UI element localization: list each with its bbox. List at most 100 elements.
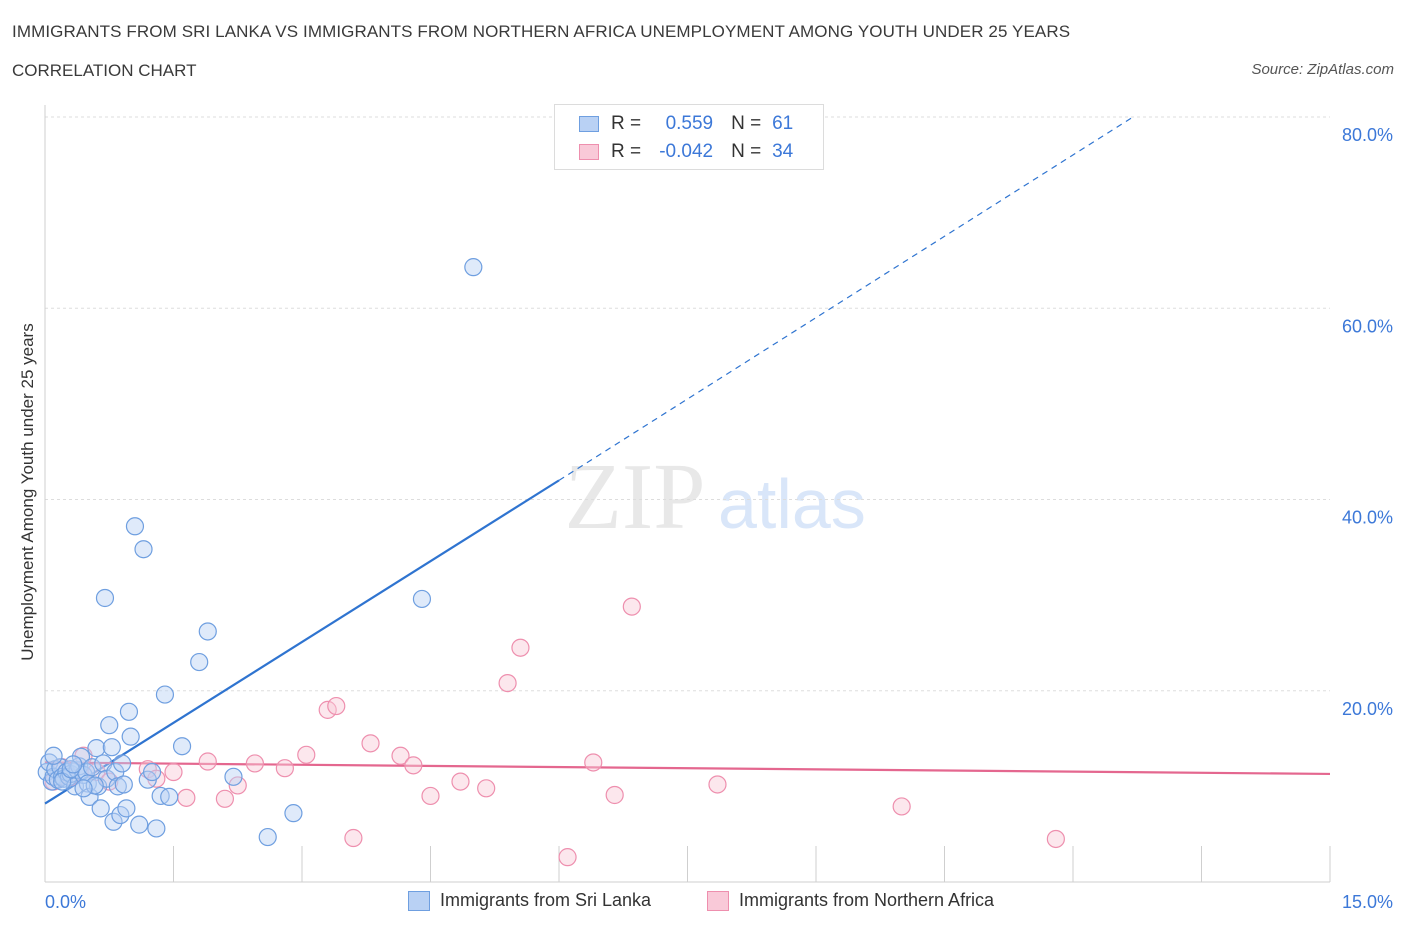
y-tick-label: 40.0%	[1342, 508, 1393, 528]
point-sri-lanka	[464, 258, 483, 277]
point-northern-africa	[215, 789, 234, 808]
point-sri-lanka	[125, 517, 145, 536]
y-tick-label: 80.0%	[1342, 125, 1393, 145]
bottom-legend-swatch-pink	[707, 890, 729, 911]
point-sri-lanka	[102, 738, 121, 757]
point-sri-lanka	[64, 755, 83, 774]
point-northern-africa	[327, 696, 346, 716]
point-northern-africa	[605, 785, 624, 805]
point-sri-lanka	[198, 622, 217, 641]
point-northern-africa	[584, 753, 603, 772]
trend-line-sri-lanka-extension	[558, 116, 1134, 481]
point-sri-lanka	[155, 685, 175, 704]
point-sri-lanka	[117, 799, 136, 818]
legend-row-northern-africa: R = -0.042 N = 34	[579, 140, 793, 164]
bottom-legend-label: Immigrants from Sri Lanka	[440, 890, 652, 910]
legend-n-value: 34	[772, 141, 794, 162]
legend-row-sri-lanka: R = 0.559 N = 61	[579, 112, 793, 136]
point-northern-africa	[177, 788, 196, 807]
point-sri-lanka	[44, 746, 63, 765]
point-northern-africa	[498, 673, 517, 693]
point-northern-africa	[558, 848, 577, 867]
trend-line-sri-lanka	[44, 479, 560, 805]
legend-r-value: 0.559	[665, 113, 714, 134]
point-northern-africa	[361, 734, 380, 753]
legend-n-value: 61	[772, 113, 794, 134]
point-sri-lanka	[121, 727, 140, 746]
point-sri-lanka	[130, 815, 149, 834]
point-sri-lanka	[142, 762, 162, 782]
data-points	[37, 258, 1065, 867]
point-northern-africa	[164, 762, 183, 782]
point-sri-lanka	[284, 804, 303, 823]
point-northern-africa	[708, 775, 727, 794]
point-sri-lanka	[85, 776, 104, 795]
bottom-legend-swatch-blue	[408, 890, 430, 911]
point-northern-africa	[297, 745, 316, 764]
x-tick-label-max: 15.0%	[1342, 892, 1393, 912]
tick-labels: 20.0% 40.0% 60.0% 80.0% 0.0% 15.0%	[45, 125, 1393, 912]
point-northern-africa	[391, 746, 410, 765]
bottom-legend-sri-lanka: Immigrants from Sri Lanka	[408, 890, 651, 911]
point-sri-lanka	[95, 588, 115, 608]
axes	[44, 105, 1331, 883]
point-sri-lanka	[104, 812, 123, 831]
chart-title: IMMIGRANTS FROM SRI LANKA VS IMMIGRANTS …	[12, 22, 1071, 41]
point-sri-lanka	[190, 652, 209, 672]
point-northern-africa	[228, 776, 247, 795]
grid-lines	[45, 116, 1330, 692]
y-tick-label: 60.0%	[1342, 316, 1393, 336]
point-sri-lanka	[258, 827, 277, 847]
point-sri-lanka	[61, 760, 80, 779]
point-sri-lanka	[114, 775, 133, 794]
point-northern-africa	[511, 638, 530, 657]
x-tick-label-min: 0.0%	[45, 892, 86, 912]
point-northern-africa	[344, 828, 363, 848]
point-sri-lanka	[100, 716, 119, 735]
chart-subtitle: CORRELATION CHART	[12, 61, 197, 80]
y-axis-label: Unemployment Among Youth under 25 years	[18, 323, 37, 661]
point-sri-lanka	[119, 702, 139, 721]
point-northern-africa	[318, 700, 337, 719]
point-northern-africa	[1046, 829, 1065, 849]
point-sri-lanka	[91, 799, 110, 818]
point-sri-lanka	[83, 758, 102, 777]
point-sri-lanka	[160, 787, 179, 806]
legend-r-label: R =	[611, 113, 642, 134]
legend-swatch-blue	[579, 116, 599, 132]
point-sri-lanka	[172, 737, 192, 756]
trend-line-northern-africa	[44, 761, 1331, 776]
point-northern-africa	[451, 772, 470, 791]
point-sri-lanka	[412, 589, 432, 609]
y-tick-label: 20.0%	[1342, 699, 1393, 719]
bottom-legend-label: Immigrants from Northern Africa	[739, 890, 995, 910]
point-sri-lanka	[224, 767, 243, 786]
point-northern-africa	[404, 756, 423, 775]
legend-swatch-pink	[579, 144, 599, 160]
point-sri-lanka	[147, 819, 166, 838]
point-northern-africa	[477, 779, 496, 798]
point-sri-lanka	[112, 754, 132, 773]
legend-n-label: N =	[731, 113, 762, 134]
trend-lines	[44, 116, 1331, 805]
point-northern-africa	[245, 754, 264, 773]
source-label: Source: ZipAtlas.com	[1251, 61, 1394, 78]
point-northern-africa	[100, 772, 119, 791]
watermark-atlas: atlas	[718, 465, 866, 543]
point-northern-africa	[198, 752, 217, 771]
point-sri-lanka	[134, 540, 153, 559]
stats-legend: R = 0.559 N = 61 R = -0.042 N = 34	[554, 104, 824, 170]
point-northern-africa	[892, 797, 911, 816]
point-northern-africa	[622, 597, 641, 616]
legend-n-label: N =	[731, 141, 762, 162]
point-sri-lanka	[53, 772, 72, 791]
bottom-legend-northern-africa: Immigrants from Northern Africa	[707, 890, 994, 911]
point-sri-lanka	[87, 739, 106, 758]
point-northern-africa	[421, 786, 440, 806]
legend-r-label: R =	[611, 141, 642, 162]
point-sri-lanka	[74, 779, 93, 798]
watermark-zip: ZIP	[565, 445, 706, 549]
point-northern-africa	[275, 759, 294, 778]
legend-r-value: -0.042	[659, 141, 714, 162]
